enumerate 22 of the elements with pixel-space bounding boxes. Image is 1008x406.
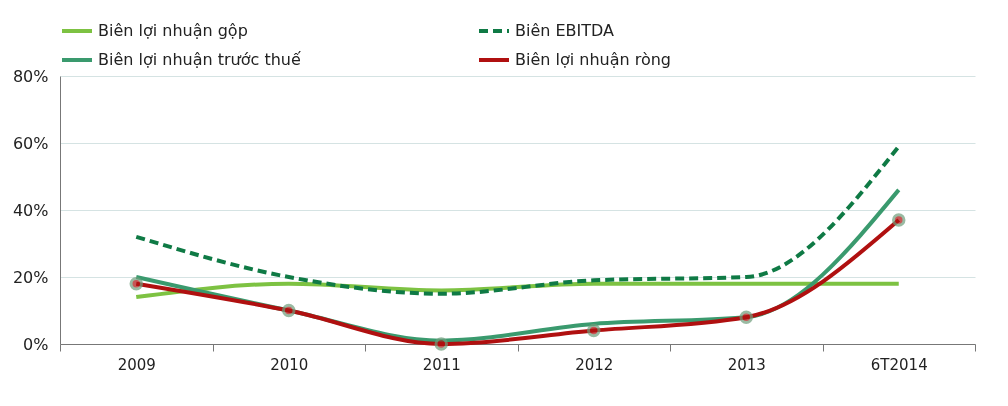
y-tick-label: 80% [12, 66, 49, 86]
legend-label: Biên lợi nhuận trước thuế [98, 50, 301, 69]
point [892, 213, 906, 227]
y-tick-label: 60% [12, 133, 49, 153]
y-tick-label: 0% [23, 334, 49, 354]
legend-label: Biên lợi nhuận ròng [515, 50, 672, 69]
point [282, 303, 296, 318]
legend-label: Biên lợi nhuận gộp [98, 21, 248, 40]
x-tick-label: 2011 [422, 355, 461, 374]
point [739, 310, 753, 324]
legend-label: Biên EBITDA [515, 21, 615, 40]
y-tick-label: 40% [12, 200, 49, 220]
x-tick-label: 2012 [575, 355, 614, 374]
x-tick-label: 2010 [270, 355, 309, 374]
x-tick-label: 2013 [727, 355, 766, 374]
point [587, 323, 601, 338]
point [129, 276, 143, 291]
x-tick-label: 2009 [117, 355, 156, 374]
x-tick-label: 6T2014 [870, 355, 928, 374]
y-tick-label: 20% [12, 267, 49, 287]
line-series [134, 144, 901, 296]
point [434, 337, 448, 351]
